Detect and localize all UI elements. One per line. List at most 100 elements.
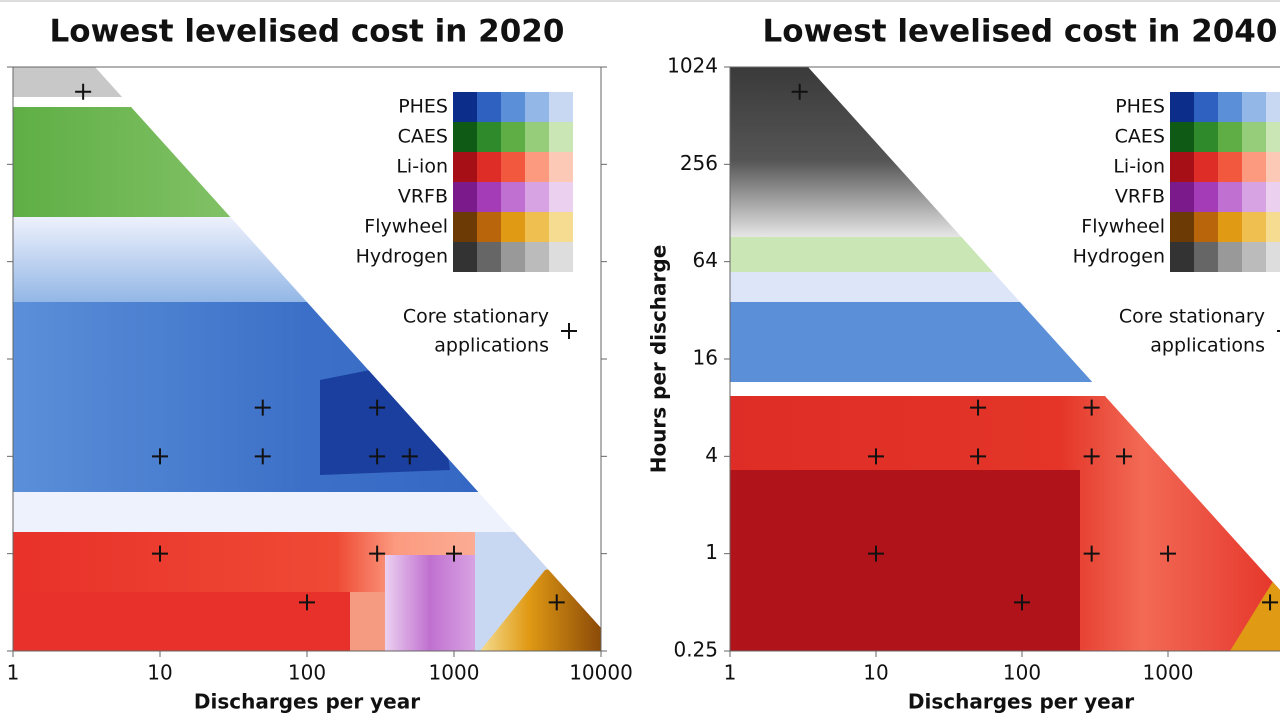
legend-swatch — [501, 242, 525, 272]
marker-label: applications — [1150, 335, 1265, 357]
legend-swatch — [1242, 152, 1266, 182]
legend-swatch — [525, 152, 549, 182]
legend-swatch — [1194, 212, 1218, 242]
legend-swatch — [477, 92, 501, 122]
legend-swatch — [477, 242, 501, 272]
legend-swatch — [549, 212, 573, 242]
core-application — [369, 448, 386, 465]
legend-swatch — [453, 122, 477, 152]
core-application — [970, 448, 987, 465]
legend-swatch — [1170, 212, 1194, 242]
x-tick-label: 1000 — [429, 661, 480, 685]
legend-swatch — [1218, 92, 1242, 122]
chart-title: Lowest levelised cost in 2020 — [50, 14, 565, 50]
core-application — [1083, 545, 1100, 562]
legend-label: Li-ion — [396, 156, 448, 178]
legend-label: PHES — [398, 96, 448, 118]
x-axis-label: Discharges per year — [908, 690, 1134, 714]
core-application — [152, 545, 168, 562]
legend-swatch — [501, 92, 525, 122]
core-application — [254, 448, 271, 465]
legend-label: PHES — [1115, 96, 1165, 118]
legend-swatch — [501, 212, 525, 242]
core-application — [1083, 448, 1100, 465]
core-application — [548, 594, 565, 611]
y-tick-label: 16 — [693, 346, 718, 370]
core-application — [868, 545, 884, 562]
marker-label: applications — [434, 335, 549, 357]
legend-swatch — [1194, 182, 1218, 212]
legend-swatch — [1170, 92, 1194, 122]
legend-swatch — [453, 182, 477, 212]
core-application — [1083, 399, 1100, 416]
legend-swatch — [1170, 242, 1194, 272]
legend-swatch — [453, 242, 477, 272]
legend-swatch — [1170, 182, 1194, 212]
legend-label: Flywheel — [364, 216, 448, 238]
legend-swatch — [1194, 122, 1218, 152]
core-application — [868, 448, 884, 465]
legend-swatch — [1218, 242, 1242, 272]
legend-label: Flywheel — [1081, 216, 1165, 238]
core-application — [254, 399, 271, 416]
legend-swatch — [549, 182, 573, 212]
legend-swatch — [1242, 182, 1266, 212]
legend-swatch — [1266, 212, 1280, 242]
legend-swatch — [1266, 182, 1280, 212]
legend-swatch — [1218, 122, 1242, 152]
x-tick-label: 10 — [863, 661, 888, 685]
legend-swatch — [1242, 92, 1266, 122]
y-tick-label: 1 — [705, 540, 718, 564]
x-axis-label: Discharges per year — [194, 690, 420, 714]
y-tick-label: 1024 — [667, 54, 718, 78]
legend-swatch — [1194, 92, 1218, 122]
legend-swatch — [1194, 152, 1218, 182]
legend-label: VRFB — [398, 186, 448, 208]
legend-swatch — [477, 152, 501, 182]
legend-swatch — [453, 212, 477, 242]
core-application — [1262, 594, 1279, 611]
y-tick-label: 4 — [705, 443, 718, 467]
x-tick-label: 1000 — [1143, 661, 1194, 685]
legend-label: VRFB — [1115, 186, 1165, 208]
legend-swatch — [549, 92, 573, 122]
marker-key — [561, 323, 577, 339]
y-tick-label: 64 — [693, 248, 718, 272]
legend-swatch — [501, 122, 525, 152]
legend-swatch — [501, 152, 525, 182]
chart-title: Lowest levelised cost in 2040 — [763, 14, 1278, 50]
legend-swatch — [1170, 152, 1194, 182]
legend-swatch — [1266, 122, 1280, 152]
legend-swatch — [549, 122, 573, 152]
legend-swatch — [525, 182, 549, 212]
x-tick-label: 10000 — [569, 661, 633, 685]
legend-swatch — [1218, 152, 1242, 182]
legend-swatch — [501, 182, 525, 212]
core-application — [75, 83, 92, 100]
core-application — [791, 83, 808, 100]
legend-swatch — [525, 122, 549, 152]
y-tick-label: 256 — [680, 151, 718, 175]
legend-swatch — [1218, 182, 1242, 212]
core-application — [1014, 594, 1030, 611]
legend-swatch — [1242, 242, 1266, 272]
legend-swatch — [477, 212, 501, 242]
x-tick-label: 1 — [7, 661, 20, 685]
legend-swatch — [1266, 92, 1280, 122]
legend-swatch — [1242, 212, 1266, 242]
core-application — [152, 448, 168, 465]
legend-swatch — [525, 212, 549, 242]
x-tick-label: 10 — [147, 661, 172, 685]
core-application — [369, 399, 386, 416]
legend-label: Hydrogen — [1073, 246, 1165, 268]
core-application — [1116, 448, 1133, 465]
legend-swatch — [453, 92, 477, 122]
core-application — [369, 545, 386, 562]
core-application — [299, 594, 315, 611]
marker-label: Core stationary — [1119, 306, 1265, 328]
legend-swatch — [453, 152, 477, 182]
legend-swatch — [1266, 242, 1280, 272]
legend-swatch — [525, 92, 549, 122]
core-application — [446, 545, 462, 562]
